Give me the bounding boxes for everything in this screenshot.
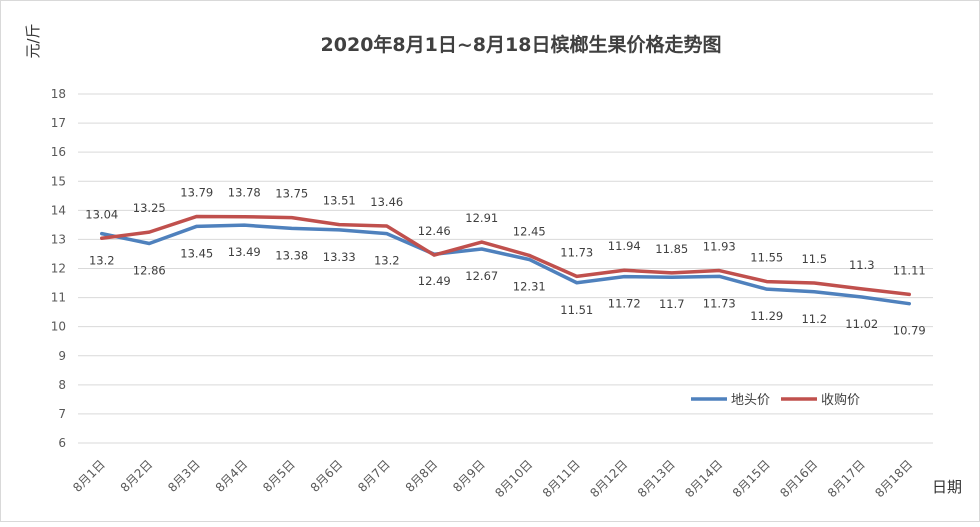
data-label: 11.3	[849, 258, 875, 272]
y-tick-label: 10	[51, 320, 66, 334]
data-label: 11.94	[608, 239, 641, 253]
data-label: 12.46	[418, 224, 451, 238]
y-tick-label: 14	[51, 203, 66, 217]
data-label: 13.75	[275, 187, 308, 201]
data-label: 13.78	[228, 186, 261, 200]
x-tick-label: 8月5日	[260, 457, 298, 495]
y-tick-label: 7	[58, 407, 66, 421]
y-tick-label: 16	[51, 145, 66, 159]
series-lines	[100, 214, 911, 306]
data-label: 13.38	[275, 248, 308, 262]
y-tick-label: 9	[58, 349, 66, 363]
data-label: 12.86	[133, 263, 166, 277]
data-label: 11.73	[560, 245, 593, 259]
data-label: 11.11	[893, 263, 926, 277]
x-tick-label: 8月8日	[403, 457, 441, 495]
data-label: 11.93	[703, 240, 736, 254]
x-tick-label: 8月15日	[730, 457, 773, 500]
data-label: 13.04	[85, 207, 118, 221]
legend-label: 收购价	[821, 392, 860, 408]
x-axis-label: 日期	[932, 478, 962, 496]
data-label: 12.31	[513, 279, 546, 293]
x-tick-label: 8月18日	[872, 457, 915, 500]
chart-title: 2020年8月1日~8月18日槟榔生果价格走势图	[321, 33, 722, 56]
data-label: 11.51	[560, 303, 593, 317]
x-tick-label: 8月6日	[308, 457, 346, 495]
legend-label: 地头价	[731, 393, 770, 408]
data-label: 13.25	[133, 201, 166, 215]
data-label: 11.85	[655, 242, 688, 256]
data-label: 11.73	[703, 296, 736, 310]
x-tick-label: 8月13日	[635, 457, 678, 500]
data-label: 13.2	[89, 254, 115, 268]
y-tick-label: 6	[58, 436, 66, 450]
x-tick-label: 8月1日	[70, 457, 108, 495]
y-tick-label: 8	[58, 378, 66, 392]
y-axis-label: 元/斤	[24, 23, 42, 58]
data-label: 13.51	[323, 194, 356, 208]
x-tick-label: 8月12日	[587, 457, 630, 500]
x-tick-label: 8月16日	[777, 457, 820, 500]
data-label: 12.91	[465, 211, 498, 225]
data-label: 12.67	[465, 269, 498, 283]
x-tick-label: 8月11日	[540, 457, 583, 500]
x-tick-label: 8月10日	[492, 457, 535, 500]
data-label: 13.49	[228, 245, 261, 259]
data-label: 11.02	[845, 317, 878, 331]
data-label: 13.2	[374, 254, 400, 268]
x-tick-label: 8月17日	[825, 457, 868, 500]
data-label: 11.7	[659, 297, 685, 311]
data-label: 11.5	[801, 252, 827, 266]
data-label: 11.2	[801, 312, 827, 326]
data-label: 11.29	[750, 309, 783, 323]
data-label: 13.33	[323, 250, 356, 264]
data-label: 12.45	[513, 224, 546, 238]
data-labels: 13.2 12.86 13.45 13.49 13.38 13.33 13.2 12.49 12…	[85, 185, 925, 337]
x-tick-label: 8月3日	[165, 457, 203, 495]
y-tick-label: 15	[51, 174, 66, 188]
data-label: 13.79	[180, 185, 213, 199]
x-tick-label: 8月9日	[450, 457, 488, 495]
y-tick-label: 11	[51, 291, 66, 305]
series-line	[100, 223, 911, 306]
series-line	[100, 214, 911, 297]
x-tick-label: 8月2日	[118, 457, 156, 495]
y-tick-label: 12	[51, 262, 66, 276]
data-label: 12.49	[418, 274, 451, 288]
x-tick-label: 8月4日	[213, 457, 251, 495]
data-label: 13.46	[370, 195, 403, 209]
x-tick-labels: 8月1日 8月2日 8月3日 8月4日 8月5日 8月6日 8月7日 8月8日 8月9日 8月10…	[70, 457, 915, 500]
data-label: 13.45	[180, 246, 213, 260]
grid-lines	[78, 93, 933, 444]
x-tick-label: 8月7日	[355, 457, 393, 495]
legend: 地头价 收购价	[691, 392, 860, 408]
y-tick-label: 18	[51, 87, 66, 101]
y-tick-labels: 6 7 8 9 10 11 12 13 14 15 16 17 18	[51, 87, 66, 450]
data-label: 11.72	[608, 297, 641, 311]
y-tick-label: 13	[51, 232, 66, 246]
y-tick-label: 17	[51, 116, 66, 130]
data-label: 10.79	[893, 324, 926, 338]
x-tick-label: 8月14日	[682, 457, 725, 500]
data-label: 11.55	[750, 251, 783, 265]
